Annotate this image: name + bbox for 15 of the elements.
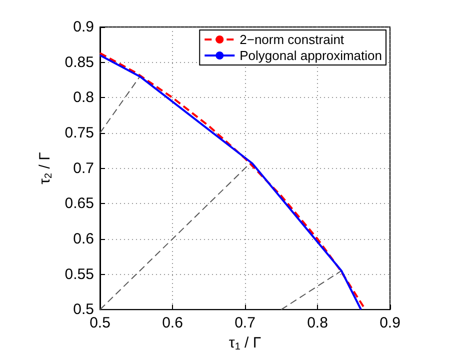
legend-label: Polygonal approximation [240, 48, 382, 63]
y-axis-title: τ2 / Γ [36, 152, 54, 184]
x-tick-label: 0.6 [162, 314, 183, 332]
y-tick-label: 0.8 [73, 89, 94, 106]
x-tick-label: 0.7 [234, 314, 256, 332]
y-tick-label: 0.75 [64, 124, 94, 142]
x-tick-label: 0.8 [307, 314, 328, 332]
x-tick-label: 0.9 [380, 314, 400, 332]
y-tick-label: 0.85 [64, 54, 94, 71]
y-tick-label: 0.7 [73, 160, 94, 177]
y-tick-label: 0.9 [73, 18, 94, 36]
y-tick-label: 0.65 [64, 195, 94, 212]
y-tick-label: 0.6 [73, 230, 94, 248]
legend-label: 2−norm constraint [240, 32, 344, 47]
y-tick-label: 0.55 [64, 266, 94, 283]
